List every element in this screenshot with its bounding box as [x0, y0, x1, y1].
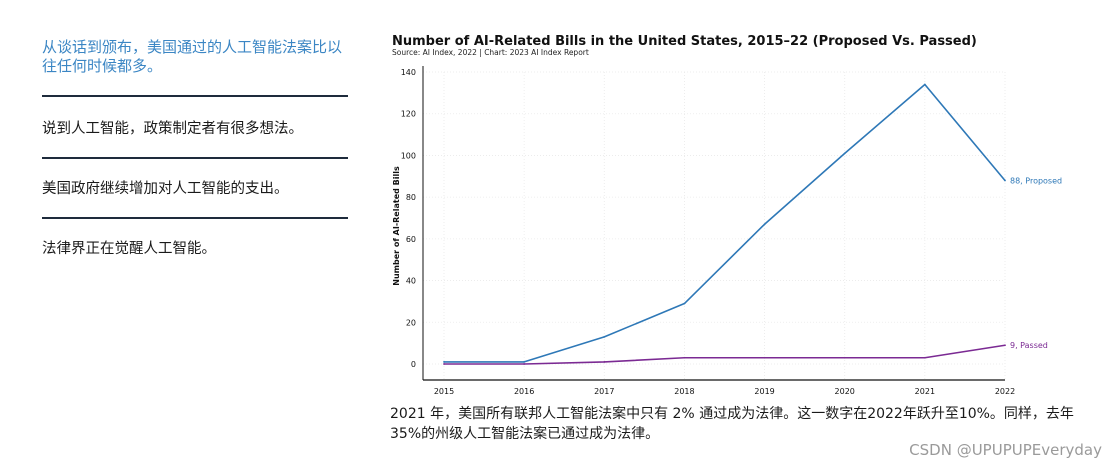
- x-tick-label: 2020: [835, 387, 855, 396]
- data-point-passed: [843, 356, 846, 359]
- y-tick-label: 60: [406, 235, 416, 244]
- chart-source: Source: AI Index, 2022 | Chart: 2023 AI …: [392, 48, 589, 57]
- data-point-passed: [683, 356, 686, 359]
- series-line-proposed: [444, 83, 1006, 363]
- data-point-proposed: [443, 361, 445, 363]
- x-tick-label: 2017: [594, 387, 614, 396]
- y-tick-label: 140: [401, 68, 416, 77]
- bullet-item: 美国政府继续增加对人工智能的支出。: [42, 181, 289, 197]
- data-point-passed: [1004, 344, 1006, 347]
- caption: 2021 年，美国所有联邦人工智能法案中只有 2% 通过成为法律。这一数字在20…: [390, 406, 1074, 442]
- x-tick-label: 2022: [995, 387, 1015, 396]
- data-point-passed: [523, 363, 526, 365]
- y-tick-label: 80: [406, 193, 416, 202]
- end-label-passed: 9, Passed: [1010, 341, 1048, 350]
- bullet-item: 法律界正在觉醒人工智能。: [42, 241, 216, 257]
- y-tick-label: 40: [406, 277, 416, 286]
- x-tick-label: 2019: [754, 387, 774, 396]
- y-tick-label: 0: [411, 360, 416, 369]
- headline: 从谈话到颁布，美国通过的人工智能法案比以往任何时候都多。: [42, 38, 343, 75]
- series-line-passed: [444, 344, 1006, 365]
- x-tick-label: 2016: [514, 387, 534, 396]
- data-point-proposed: [763, 223, 766, 226]
- data-point-proposed: [843, 152, 846, 155]
- divider: [42, 157, 348, 159]
- data-point-passed: [603, 361, 606, 363]
- x-tick-label: 2015: [434, 387, 454, 396]
- data-point-passed: [923, 356, 926, 359]
- data-point-passed: [443, 363, 445, 365]
- data-point-proposed: [1004, 179, 1006, 182]
- data-point-proposed: [923, 83, 926, 86]
- watermark: CSDN @UPUPUPEveryday: [909, 441, 1102, 459]
- data-point-proposed: [683, 302, 686, 305]
- divider: [42, 217, 348, 219]
- y-tick-label: 100: [401, 151, 416, 160]
- x-tick-label: 2021: [915, 387, 935, 396]
- x-tick-label: 2018: [674, 387, 694, 396]
- left-panel: 从谈话到颁布，美国通过的人工智能法案比以往任何时候都多。 说到人工智能，政策制定…: [42, 38, 348, 259]
- y-axis-label: Number of AI-Related Bills: [392, 166, 401, 286]
- data-point-passed: [763, 356, 766, 359]
- chart-title: Number of AI-Related Bills in the United…: [392, 34, 977, 49]
- end-label-proposed: 88, Proposed: [1010, 176, 1062, 185]
- y-tick-label: 20: [406, 318, 416, 327]
- data-point-proposed: [523, 361, 526, 363]
- bullet-item: 说到人工智能，政策制定者有很多想法。: [42, 121, 303, 137]
- y-tick-label: 120: [401, 110, 416, 119]
- divider: [42, 95, 348, 97]
- data-point-proposed: [603, 335, 606, 338]
